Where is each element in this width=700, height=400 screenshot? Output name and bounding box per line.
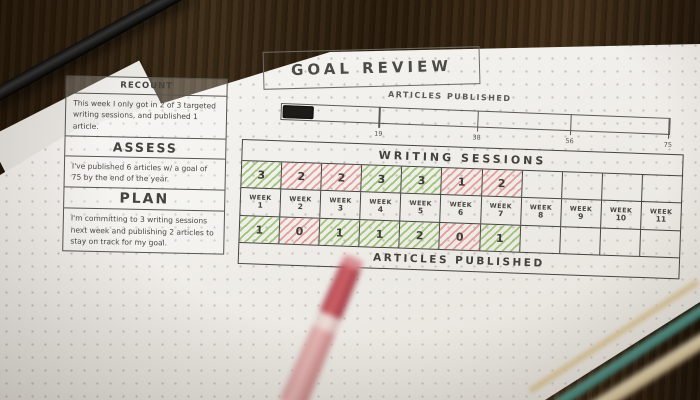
progress-tick (667, 117, 671, 139)
week-label-cell: WEEK 11 (641, 202, 681, 230)
progress-tick-label: 19 (374, 129, 383, 138)
week-label-cell: WEEK 6 (440, 195, 482, 224)
week-number: 6 (457, 207, 464, 217)
week-label-cell: WEEK 2 (280, 189, 322, 218)
writing-sessions-cell: 3 (361, 165, 403, 193)
week-number: 10 (615, 212, 627, 223)
review-column: RECOUNT This week I only got in 2 of 3 t… (62, 75, 228, 255)
articles-published-cell: 1 (319, 218, 361, 247)
title-box: GOAL REVIEW (262, 46, 481, 90)
week-label-cell: WEEK 7 (480, 196, 522, 225)
writing-sessions-cell (521, 170, 563, 199)
week-number: 11 (655, 214, 667, 224)
writing-sessions-cell: 2 (281, 162, 323, 190)
progress-tick (569, 114, 572, 136)
progress-tick (476, 110, 479, 132)
week-number: 1 (257, 200, 264, 210)
writing-sessions-cell: 3 (401, 166, 443, 195)
articles-published-cell: 0 (439, 222, 481, 251)
writing-sessions-cell: 2 (321, 163, 363, 192)
articles-published-cell: 2 (399, 221, 441, 249)
articles-published-cell (600, 228, 642, 256)
articles-published-cell (559, 227, 601, 255)
progress-tick (378, 106, 381, 128)
progress-tick-label: 75 (663, 140, 673, 150)
page-title: GOAL REVIEW (290, 56, 453, 80)
writing-sessions-cell: 3 (241, 161, 283, 189)
writing-sessions-cell (601, 173, 643, 201)
progress-bar-label: ARTICLES PUBLISHED (387, 89, 512, 104)
week-number: 4 (377, 204, 384, 214)
week-label-cell: WEEK 3 (320, 190, 362, 220)
writing-sessions-cell (642, 175, 682, 202)
week-number: 2 (297, 201, 304, 211)
week-label-cell: WEEK 1 (240, 188, 282, 217)
week-label-cell: WEEK 8 (520, 197, 562, 227)
week-number: 9 (578, 211, 584, 221)
week-number: 7 (497, 208, 504, 218)
writing-sessions-cell (561, 172, 603, 200)
progress-tick-label: 56 (565, 136, 574, 146)
articles-progress-bar: 19 38 56 75 (280, 103, 672, 149)
articles-published-cell (519, 225, 561, 254)
articles-published-cell: 1 (359, 220, 401, 248)
section-assess-body: I've published 6 articles w/ a goal of 7… (64, 156, 226, 191)
week-label-cell: WEEK 4 (360, 192, 402, 221)
week-label-cell: WEEK 9 (560, 199, 602, 228)
progress-fill-scribble (282, 105, 314, 120)
articles-published-cell: 0 (279, 217, 321, 245)
week-label-cell: WEEK 10 (600, 200, 642, 229)
progress-tick-label: 38 (472, 133, 481, 142)
writing-sessions-cell: 2 (481, 169, 523, 197)
articles-published-cell (640, 230, 680, 257)
articles-published-cell: 1 (479, 224, 521, 252)
articles-published-cell: 1 (239, 215, 281, 244)
week-label-cell: WEEK 5 (400, 193, 442, 222)
section-plan-body: I'm committing to 3 writing sessions nex… (70, 213, 214, 248)
week-number: 5 (417, 205, 424, 216)
week-number: 3 (337, 203, 344, 213)
writing-sessions-cell: 1 (441, 168, 483, 196)
section-recount-body: This week I only got in 2 of 3 targeted … (65, 93, 227, 140)
week-number: 8 (537, 210, 544, 220)
